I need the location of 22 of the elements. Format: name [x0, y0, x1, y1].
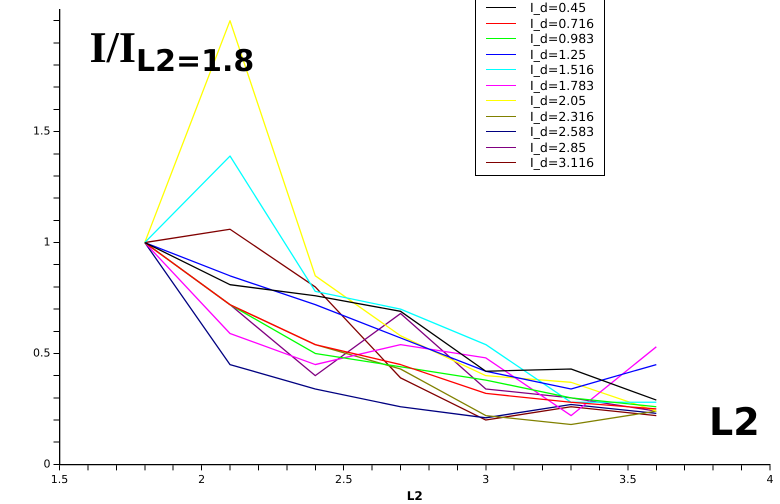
y-tick-label: 0.5	[32, 346, 50, 360]
x-tick-label: 2.5	[334, 472, 352, 486]
legend-label: I_d=3.116	[530, 155, 594, 170]
legend-label: I_d=0.716	[530, 16, 594, 31]
y-tick-label: 0	[43, 457, 50, 470]
legend-label: I_d=2.85	[530, 140, 586, 155]
legend-label: I_d=1.25	[530, 46, 586, 62]
legend-label: I_d=1.783	[530, 78, 594, 93]
x-tick-label: 3.5	[619, 472, 637, 486]
legend-label: I_d=0.983	[530, 31, 594, 46]
legend-label: I_d=2.583	[530, 124, 594, 140]
x-tick-label: 3	[482, 472, 490, 486]
y-tick-label: 1	[43, 235, 50, 248]
legend-label: I_d=0.45	[530, 0, 586, 16]
legend-label: I_d=2.316	[530, 108, 594, 124]
x-tick-label: 2	[198, 472, 206, 486]
legend-label: I_d=2.05	[530, 93, 586, 108]
y-tick-label: 1.5	[32, 124, 50, 138]
annotation: L2	[709, 400, 760, 444]
x-axis-title: L2	[406, 488, 423, 503]
legend-label: I_d=1.516	[530, 62, 594, 78]
x-tick-label: 4	[766, 472, 774, 486]
